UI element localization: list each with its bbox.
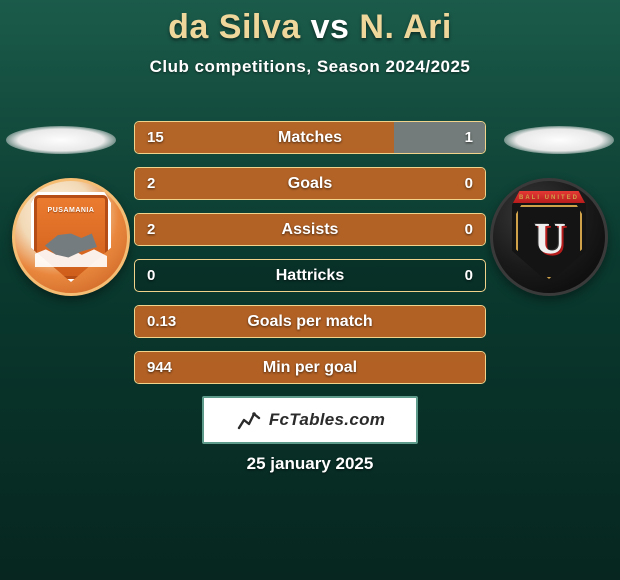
team-badge-left: PUSAMANIA [12, 178, 130, 296]
team-left-name: PUSAMANIA [31, 207, 111, 214]
stat-label: Matches [135, 129, 485, 147]
stat-bar: 20Assists [134, 213, 486, 246]
team-right-letter: U [534, 213, 564, 264]
player1-name: da Silva [168, 8, 301, 46]
team-badge-right: BALI UNITED U [490, 178, 608, 296]
stat-bar: 0.13Goals per match [134, 305, 486, 338]
stat-bars: 151Matches 20Goals 20Assists 00Hattricks 0.1… [134, 121, 486, 384]
player2-name: N. Ari [359, 8, 451, 46]
stat-label: Assists [135, 221, 485, 239]
comparison-infographic: da Silva vs N. Ari Club competitions, Se… [0, 0, 620, 580]
stat-label: Goals per match [135, 313, 485, 331]
brand-logo-icon [235, 406, 263, 434]
page-title: da Silva vs N. Ari [0, 0, 620, 47]
brand-text: FcTables.com [269, 410, 385, 430]
stat-bar: 20Goals [134, 167, 486, 200]
stat-bar: 151Matches [134, 121, 486, 154]
brand-box: FcTables.com [202, 396, 418, 444]
stat-label: Goals [135, 175, 485, 193]
stat-label: Min per goal [135, 359, 485, 377]
spotlight-left [6, 126, 116, 154]
stat-bar: 00Hattricks [134, 259, 486, 292]
stat-bar: 944Min per goal [134, 351, 486, 384]
subtitle: Club competitions, Season 2024/2025 [0, 57, 620, 77]
team-right-name: BALI UNITED [519, 195, 579, 201]
date-text: 25 january 2025 [0, 454, 620, 474]
vs-text: vs [311, 8, 350, 46]
stat-label: Hattricks [135, 267, 485, 285]
spotlight-right [504, 126, 614, 154]
